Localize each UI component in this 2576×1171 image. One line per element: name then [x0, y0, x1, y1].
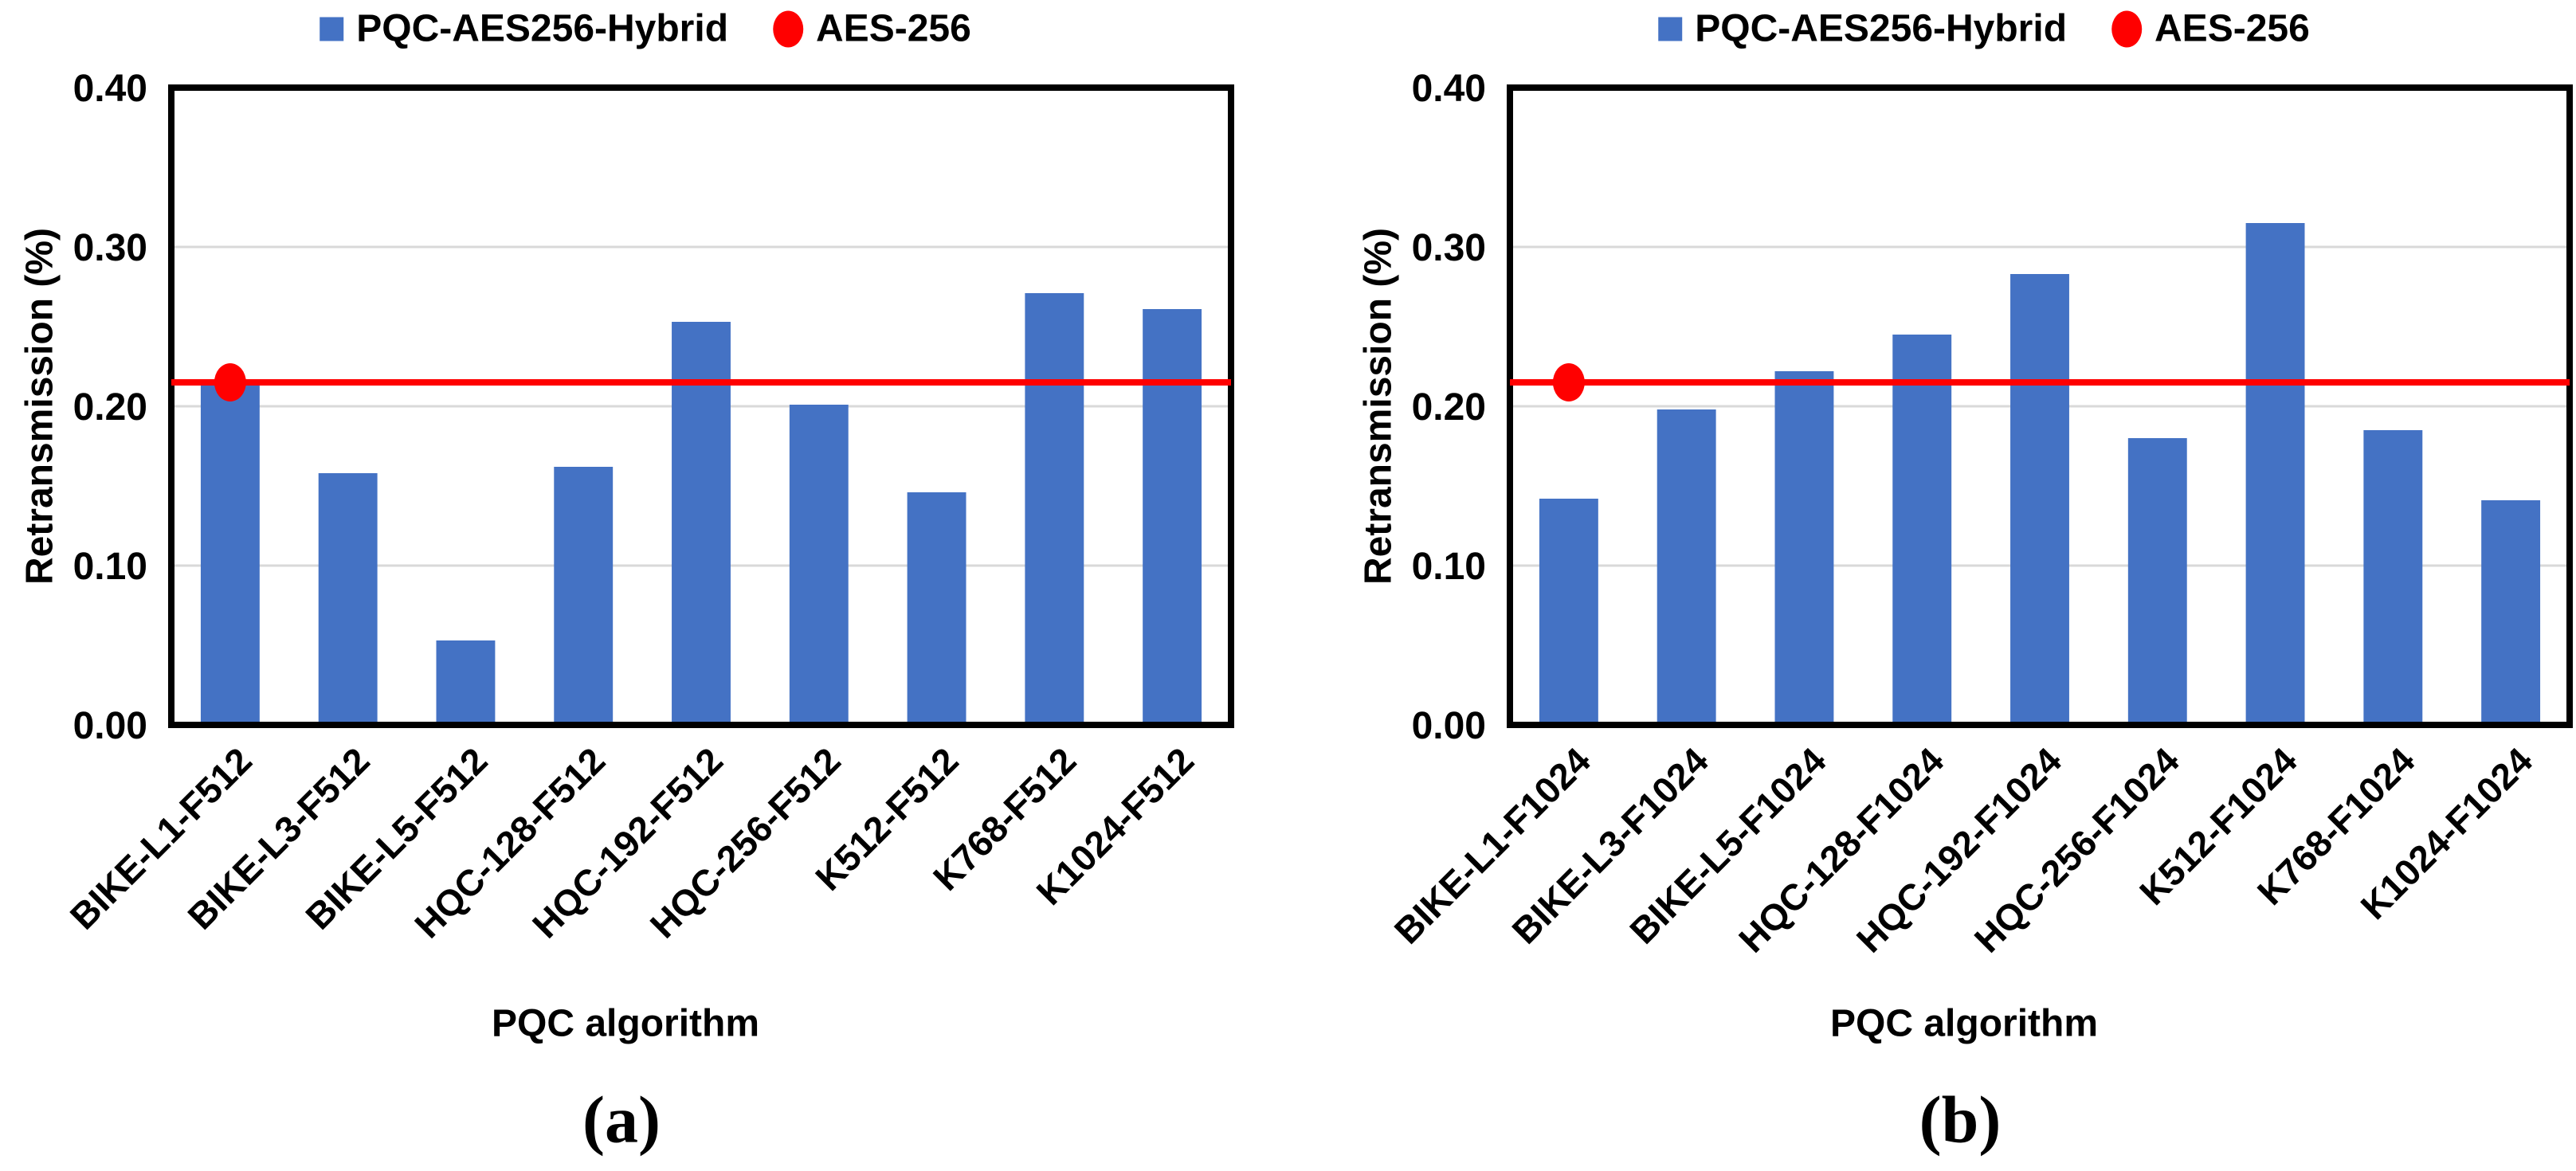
- plot-frame: [168, 84, 1234, 728]
- y-axis-title-a: Retransmission (%): [18, 227, 61, 586]
- x-axis-title-b: PQC algorithm: [1829, 1002, 2099, 1045]
- bar-HQC-128-F512: [554, 467, 614, 725]
- bar-K1024-F1024: [2481, 500, 2541, 725]
- y-tick-label: 0.30: [1412, 227, 1486, 269]
- aes256-marker-dot: [1552, 363, 1585, 401]
- x-tick-label-HQC-192-F1024: HQC-192-F1024: [1849, 739, 2070, 961]
- bar-BIKE-L5-F1024: [1774, 371, 1834, 725]
- x-axis-title-a: PQC algorithm: [491, 1002, 760, 1045]
- plot-frame: [1507, 84, 2573, 728]
- bar-BIKE-L1-F1024: [1539, 499, 1598, 725]
- legend-item-hybrid: PQC-AES256-Hybrid: [320, 7, 728, 51]
- bar-HQC-256-F1024: [2127, 438, 2187, 725]
- legend-label-hybrid: PQC-AES256-Hybrid: [1695, 7, 2068, 50]
- legend-a: PQC-AES256-Hybrid AES-256: [320, 7, 971, 51]
- y-tick-label: 0.20: [1412, 386, 1486, 429]
- y-tick-label: 0.40: [73, 68, 147, 110]
- red-dot-icon: [2111, 10, 2143, 47]
- y-tick-label: 0.10: [73, 546, 147, 588]
- y-tick-label: 0.00: [73, 705, 147, 747]
- legend-item-aes256: AES-256: [2111, 7, 2310, 51]
- red-dot-icon: [773, 10, 804, 47]
- legend-b: PQC-AES256-Hybrid AES-256: [1658, 7, 2310, 51]
- x-tick-label-BIKE-L3-F1024: BIKE-L3-F1024: [1504, 739, 1716, 952]
- chart-a: 0.000.100.200.300.40BIKE-L1-F512BIKE-L3-…: [62, 68, 1234, 946]
- y-tick-label: 0.20: [73, 386, 147, 429]
- bar-K768-F512: [1025, 293, 1084, 725]
- bar-K1024-F512: [1143, 309, 1202, 725]
- y-tick-label: 0.10: [1412, 546, 1486, 588]
- bar-HQC-192-F1024: [2010, 274, 2069, 725]
- x-tick-label-HQC-128-F1024: HQC-128-F1024: [1731, 739, 1952, 961]
- legend-label-aes256: AES-256: [816, 7, 971, 50]
- panel-caption-b: (b): [1919, 1083, 2002, 1157]
- x-tick-label-HQC-256-F1024: HQC-256-F1024: [1966, 739, 2188, 961]
- chart-b: 0.00 0.10 0.20 0.30 0.40 BIKE-L1-F1024BIKE-L3…: [1386, 68, 2573, 961]
- bar-BIKE-L5-F512: [436, 640, 496, 725]
- bar-BIKE-L3-F1024: [1657, 409, 1716, 725]
- bar-HQC-256-F512: [789, 405, 849, 725]
- x-tick-label-BIKE-L1-F1024: BIKE-L1-F1024: [1386, 739, 1599, 952]
- legend-item-hybrid: PQC-AES256-Hybrid: [1658, 7, 2067, 51]
- bar-K512-F512: [907, 492, 966, 725]
- panel-caption-a: (a): [582, 1083, 661, 1157]
- y-tick-label: 0.00: [1412, 705, 1486, 747]
- bar-HQC-192-F512: [672, 322, 731, 725]
- blue-square-icon: [1658, 17, 1683, 41]
- blue-square-icon: [320, 17, 344, 41]
- bar-BIKE-L3-F512: [318, 473, 378, 725]
- legend-item-aes256: AES-256: [773, 7, 971, 51]
- bar-HQC-128-F1024: [1892, 335, 1952, 725]
- y-axis-title-b: Retransmission (%): [1357, 227, 1400, 586]
- aes256-marker-dot: [214, 363, 246, 401]
- bar-K768-F1024: [2363, 430, 2423, 725]
- y-tick-label: 0.30: [73, 227, 147, 269]
- bar-K512-F1024: [2245, 223, 2305, 725]
- bar-BIKE-L1-F512: [200, 379, 260, 725]
- legend-label-hybrid: PQC-AES256-Hybrid: [356, 7, 729, 50]
- x-tick-label-BIKE-L5-F1024: BIKE-L5-F1024: [1621, 739, 1834, 952]
- legend-label-aes256: AES-256: [2155, 7, 2310, 50]
- y-tick-label: 0.40: [1412, 68, 1486, 110]
